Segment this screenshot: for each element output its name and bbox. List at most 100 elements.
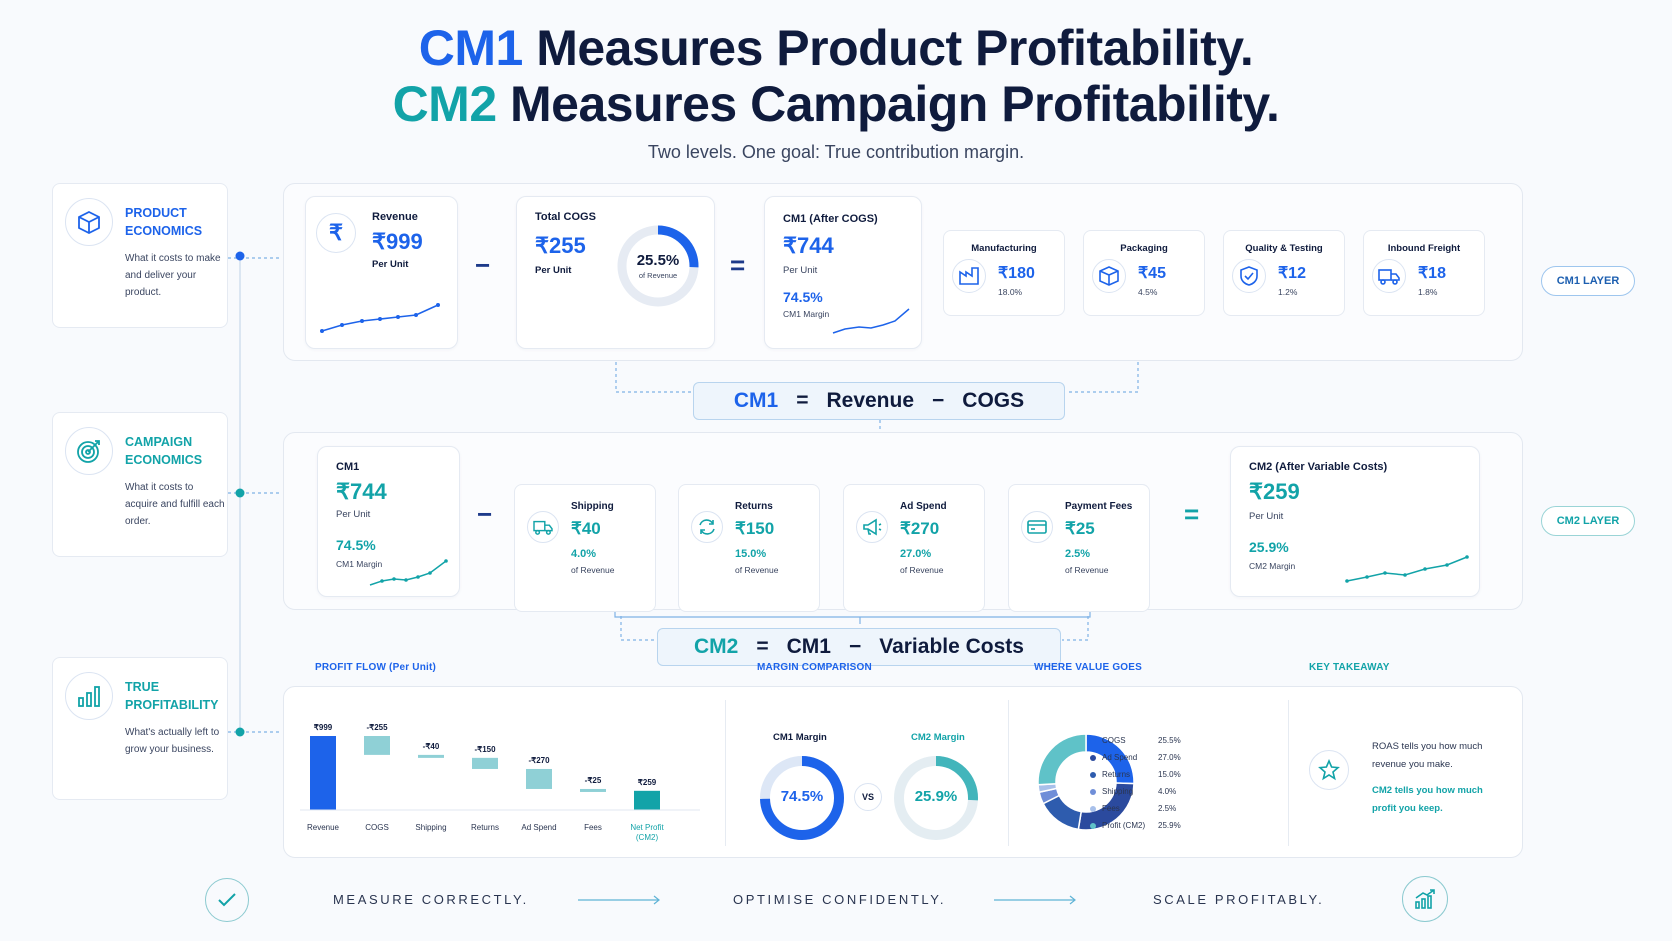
legend-row: Returns 15.0% <box>1090 770 1190 782</box>
formula-op: − <box>932 389 945 412</box>
minus-sign: − <box>477 499 493 529</box>
megaphone-icon <box>856 511 888 543</box>
cogs-pct-label: of Revenue <box>638 271 678 280</box>
waterfall-bar <box>310 736 336 810</box>
truck-icon <box>1372 259 1406 293</box>
waterfall-category-label: Revenue <box>307 823 340 832</box>
arrow-right-icon <box>578 895 660 905</box>
revenue-card: ₹ Revenue ₹999 Per Unit <box>305 196 458 349</box>
legend-label: Returns <box>1102 770 1131 779</box>
cost-pct: 4.0% <box>571 548 597 560</box>
legend-row: COGS 25.5% <box>1090 736 1190 748</box>
sidebar-title: PRODUCT ECONOMICS <box>125 206 203 238</box>
cost-pct-label: of Revenue <box>735 565 779 575</box>
title-text-1: Measures Product Profitability. <box>522 20 1254 76</box>
cm2-layer-badge: CM2 LAYER <box>1541 506 1635 536</box>
waterfall-value-label: ₹259 <box>638 778 657 787</box>
waterfall-category-label: Fees <box>584 823 602 832</box>
legend-swatch <box>1090 823 1096 829</box>
waterfall-value-label: -₹25 <box>585 776 602 785</box>
legend-row: Shipping 4.0% <box>1090 787 1190 799</box>
cogs-value: ₹255 <box>535 233 586 258</box>
box-icon <box>65 198 113 246</box>
minus-sign: − <box>475 250 491 280</box>
cm2-value: ₹259 <box>1249 479 1300 504</box>
legend-swatch <box>1090 738 1096 744</box>
revenue-sparkline <box>320 303 440 333</box>
formula-term: Variable Costs <box>879 635 1024 658</box>
sidebar-desc: What it costs to make and deliver your p… <box>125 253 221 298</box>
cost-card-returns: Returns ₹150 15.0% of Revenue <box>678 484 820 612</box>
cm2-unit: Per Unit <box>1249 511 1284 522</box>
profit-flow-chart: ₹999 Revenue -₹255 COGS -₹40 Shipping -₹150 Ret… <box>300 723 700 842</box>
waterfall-value-label: -₹40 <box>423 742 440 751</box>
cogs-component-quality: Quality & Testing ₹12 1.2% <box>1223 230 1345 316</box>
cm1-layer-badge: CM1 LAYER <box>1541 266 1635 296</box>
cm2-margin: 25.9% <box>1249 539 1289 555</box>
where-value-goes-donut <box>1037 733 1135 831</box>
legend-swatch <box>1090 789 1096 795</box>
cost-pct-label: of Revenue <box>900 565 944 575</box>
legend-swatch <box>1090 772 1096 778</box>
page-title: CM1 Measures Product Profitability. CM2 … <box>0 20 1672 132</box>
page-subtitle: Two levels. One goal: True contribution … <box>647 142 1025 162</box>
formula-eq: = <box>756 635 769 658</box>
sidebar-true-profitability: TRUE PROFITABILITY What's actually left … <box>52 657 228 800</box>
title-text-2: Measures Campaign Profitability. <box>496 76 1280 132</box>
sidebar-desc: What it costs to acquire and fulfill eac… <box>125 482 225 527</box>
cm1-value: ₹744 <box>783 233 834 258</box>
key-takeaway-title: KEY TAKEAWAY <box>1309 662 1390 673</box>
package-icon <box>1092 259 1126 293</box>
cost-name: Shipping <box>571 501 614 512</box>
growth-chart-icon <box>1402 876 1448 922</box>
cm1-input-card: CM1 ₹744 Per Unit 74.5% CM1 Margin <box>317 446 460 597</box>
cost-pct-label: of Revenue <box>1065 565 1109 575</box>
cm1-input-margin: 74.5% <box>336 537 376 553</box>
revenue-label: Revenue <box>372 211 418 223</box>
cm2-margin-value: 25.9% <box>914 788 958 805</box>
legend-value: 15.0% <box>1158 770 1181 779</box>
legend-value: 2.5% <box>1158 804 1177 813</box>
cm2-formula: CM2 = CM1 − Variable Costs <box>657 628 1061 666</box>
vs-badge: VS <box>854 783 882 811</box>
where-value-goes-title: WHERE VALUE GOES <box>1034 662 1143 673</box>
cm1-input-value: ₹744 <box>336 479 387 504</box>
title-line-1: CM1 Measures Product Profitability. <box>0 20 1672 76</box>
cost-card-payment-fees: Payment Fees ₹25 2.5% of Revenue <box>1008 484 1150 612</box>
margin-comparison-title: MARGIN COMPARISON <box>757 662 872 673</box>
component-pct: 1.2% <box>1278 287 1298 297</box>
cm1-margin-label: CM1 Margin <box>773 732 827 743</box>
waterfall-category-label: Returns <box>471 823 499 832</box>
formula-eq: = <box>796 389 809 412</box>
cost-name: Payment Fees <box>1065 501 1133 512</box>
cost-name: Returns <box>735 501 773 512</box>
cogs-card: Total COGS ₹255 Per Unit 25.5% of Revenu… <box>516 196 715 349</box>
cm2-margin-label: CM2 Margin <box>1249 561 1296 571</box>
arrow-right-icon <box>994 895 1076 905</box>
waterfall-value-label: -₹150 <box>474 745 496 754</box>
formula-term: CM1 <box>733 389 779 412</box>
cm1-margin-ring <box>760 756 844 840</box>
cost-value: ₹40 <box>571 519 601 538</box>
legend-value: 4.0% <box>1158 787 1177 796</box>
donut-slice <box>1037 733 1087 786</box>
cm1-margin-value: 74.5% <box>780 788 824 805</box>
waterfall-category-label: Shipping <box>415 823 446 832</box>
waterfall-bar <box>472 757 498 769</box>
divider <box>1288 700 1289 846</box>
motto-optimise: OPTIMISE CONFIDENTLY. <box>733 892 947 907</box>
cm2-result-card: CM2 (After Variable Costs) ₹259 Per Unit… <box>1230 446 1480 597</box>
legend-value: 25.5% <box>1158 736 1181 745</box>
cogs-component-packaging: Packaging ₹45 4.5% <box>1083 230 1205 316</box>
component-value: ₹12 <box>1278 265 1306 282</box>
component-value: ₹45 <box>1138 265 1166 282</box>
revenue-value: ₹999 <box>372 229 423 254</box>
waterfall-bar <box>526 768 552 789</box>
cost-card-shipping: Shipping ₹40 4.0% of Revenue <box>514 484 656 612</box>
legend-swatch <box>1090 806 1096 812</box>
bar-chart-icon <box>65 672 113 720</box>
truck-icon <box>527 511 559 543</box>
equals-sign: = <box>1184 499 1200 529</box>
cogs-unit: Per Unit <box>535 265 572 276</box>
legend-label: COGS <box>1102 736 1126 745</box>
